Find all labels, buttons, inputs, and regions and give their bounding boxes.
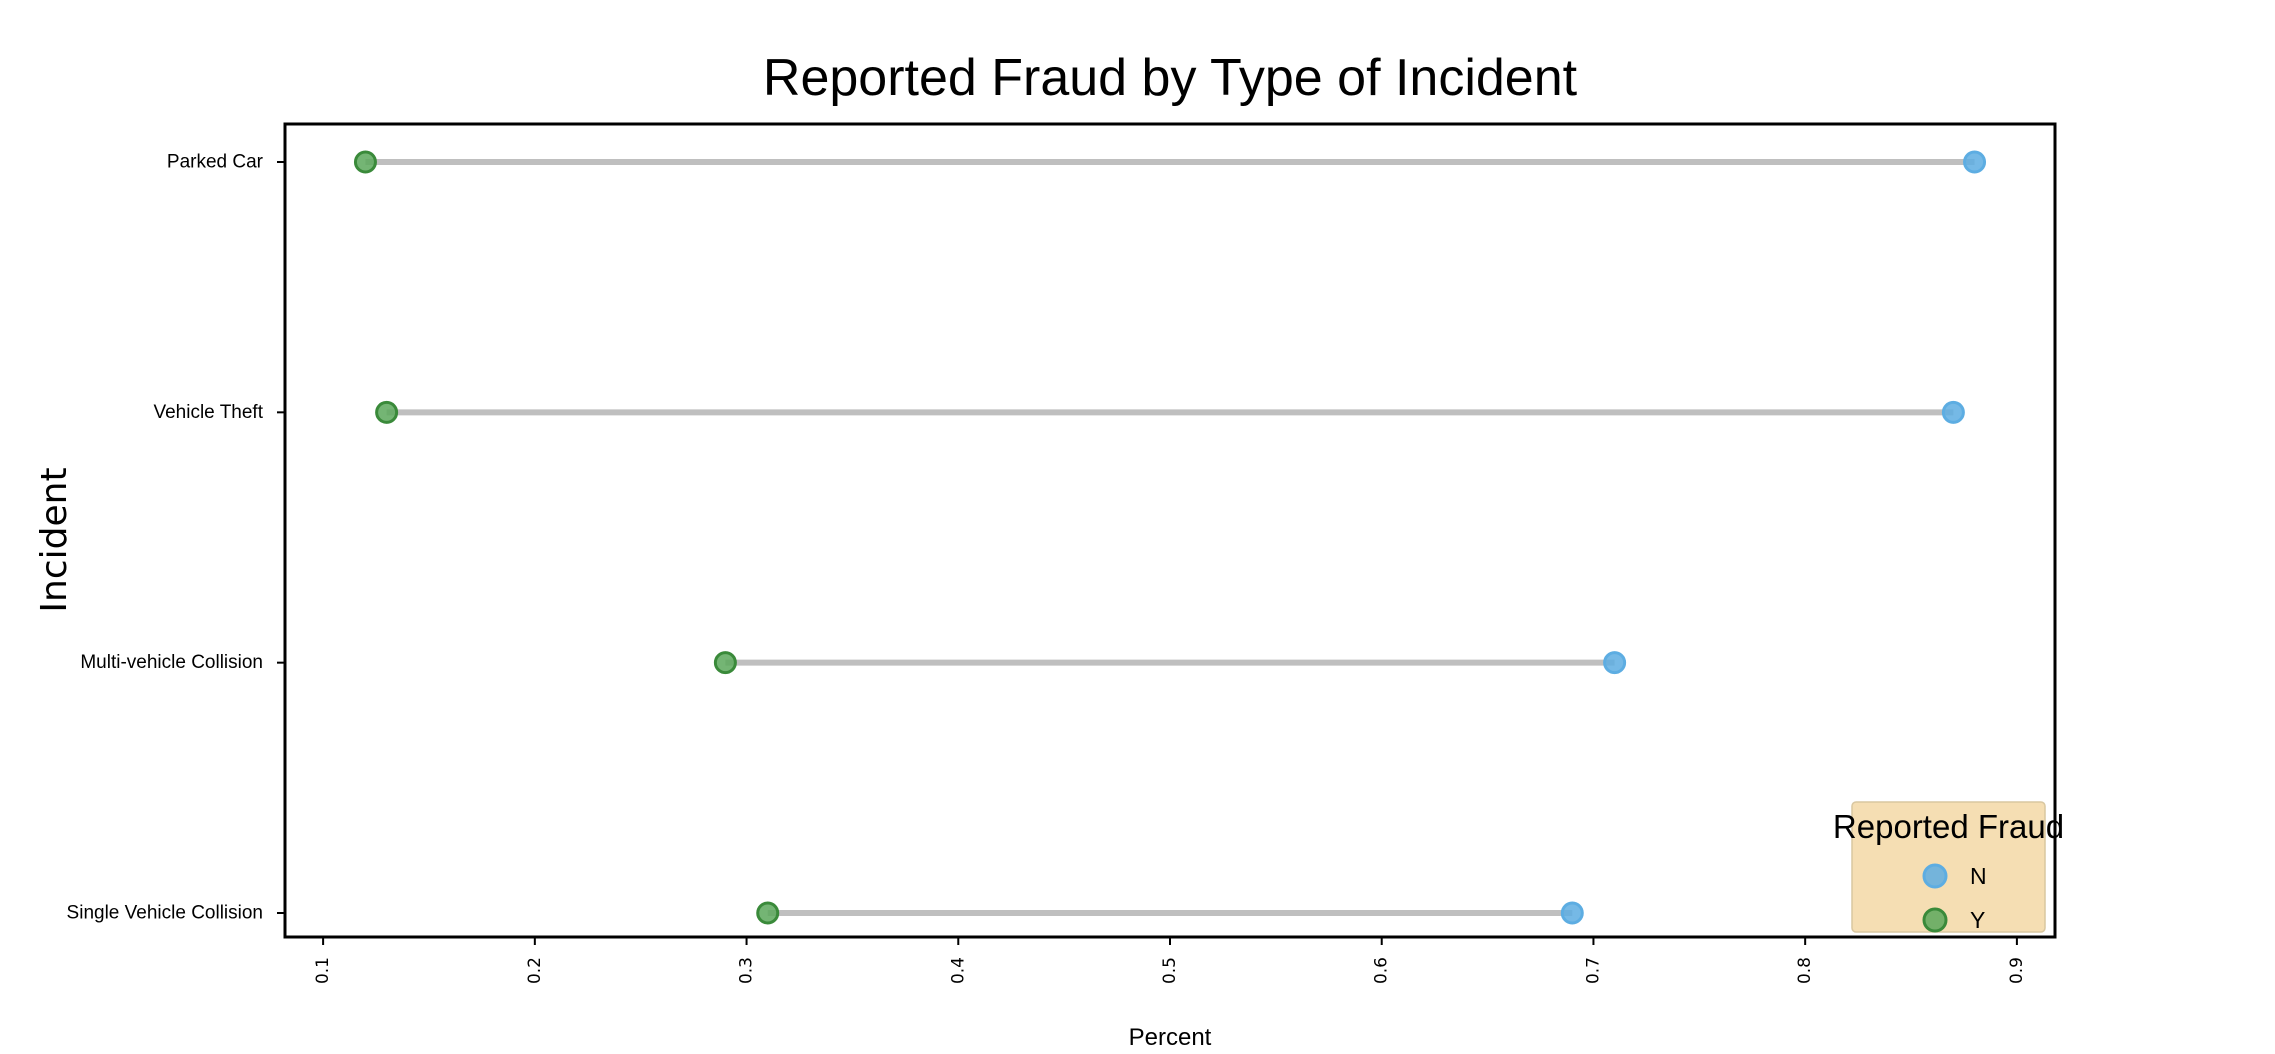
x-tick-label: 0.8 bbox=[1795, 957, 1815, 984]
legend-marker-y bbox=[1922, 907, 1948, 933]
legend-title: Reported Fraud bbox=[1833, 808, 2064, 845]
y-tick-label: Multi-vehicle Collision bbox=[80, 652, 263, 673]
data-point-vehicle-theft-y[interactable] bbox=[375, 400, 399, 424]
markers-layer bbox=[353, 150, 1987, 925]
x-tick-label: 0.3 bbox=[737, 957, 757, 984]
x-tick-label: 0.5 bbox=[1160, 957, 1180, 984]
connectors-layer bbox=[365, 159, 1975, 916]
data-point-vehicle-theft-n[interactable] bbox=[1941, 400, 1965, 424]
legend-box bbox=[1851, 801, 2046, 933]
x-tick-label: 0.2 bbox=[525, 957, 545, 984]
data-point-single-vehicle-collision-y[interactable] bbox=[756, 901, 780, 925]
legend: Reported Fraud NY bbox=[1833, 801, 2064, 933]
legend-label-y: Y bbox=[1970, 907, 1985, 933]
legend-marker-n bbox=[1922, 863, 1948, 889]
x-ticks-layer: 0.1 0.2 0.3 0.4 0.5 0.6 0.7 0.8 0.9 bbox=[313, 937, 2027, 984]
x-tick-label: 0.4 bbox=[948, 957, 968, 984]
y-tick-label: Parked Car bbox=[167, 152, 264, 173]
x-tick-label: 0.7 bbox=[1583, 957, 1603, 984]
x-tick-label: 0.9 bbox=[2007, 957, 2027, 984]
y-tick-label: Vehicle Theft bbox=[153, 402, 263, 423]
data-point-parked-car-y[interactable] bbox=[353, 150, 377, 174]
data-point-parked-car-n[interactable] bbox=[1963, 150, 1987, 174]
data-point-multi-vehicle-collision-y[interactable] bbox=[713, 651, 737, 675]
legend-label-n: N bbox=[1970, 863, 1987, 889]
data-point-multi-vehicle-collision-n[interactable] bbox=[1603, 651, 1627, 675]
x-tick-label: 0.6 bbox=[1372, 957, 1392, 984]
x-tick-label: 0.1 bbox=[313, 957, 333, 984]
data-point-single-vehicle-collision-n[interactable] bbox=[1560, 901, 1584, 925]
y-ticks-layer: Parked Car Vehicle Theft Multi-vehicle Col… bbox=[67, 152, 285, 924]
y-axis-label: Incident bbox=[34, 467, 75, 612]
y-tick-label: Single Vehicle Collision bbox=[67, 903, 263, 924]
x-axis-label: Percent bbox=[1129, 1024, 1212, 1050]
chart-title: Reported Fraud by Type of Incident bbox=[763, 49, 1578, 107]
plot-frame bbox=[283, 122, 2057, 939]
